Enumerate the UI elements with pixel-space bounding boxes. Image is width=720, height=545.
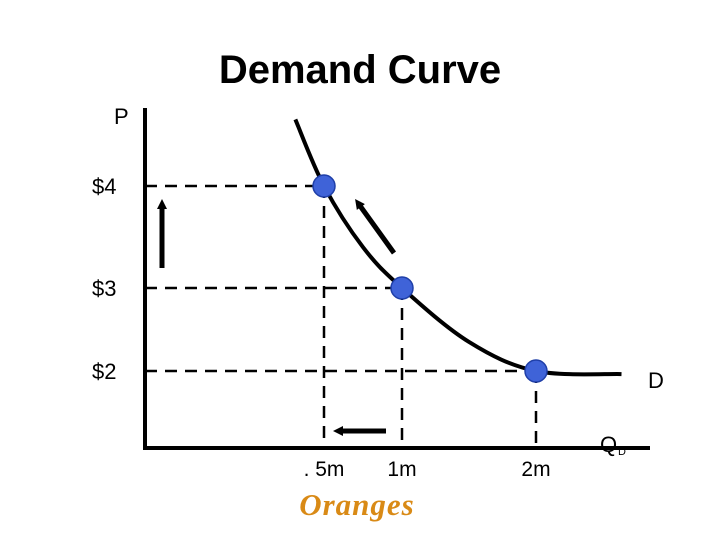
demand-curve-layer [293, 118, 622, 377]
y-tick-label-2: $2 [92, 359, 116, 384]
tick-labels: $4 $3 $2 . 5m 1m 2m [92, 174, 551, 481]
annotation-arrows [157, 198, 397, 436]
curve-label: D [648, 368, 664, 393]
data-points [312, 174, 548, 383]
chart-title: Demand Curve [219, 48, 501, 92]
x-tick-label-1: 1m [387, 458, 416, 481]
data-point-1 [390, 276, 414, 300]
x-axis-label-subscript: D [618, 446, 626, 458]
data-point-0 [312, 174, 336, 198]
dashed-guides [145, 184, 538, 448]
y-tick-label-0: $4 [92, 174, 116, 199]
data-point-2 [524, 359, 548, 383]
y-tick-label-1: $3 [92, 276, 116, 301]
demand-curve-line [293, 118, 622, 377]
x-tick-label-0: . 5m [304, 458, 345, 481]
x-tick-label-2: 2m [521, 458, 550, 481]
arrow-up-left [355, 198, 397, 255]
x-axis-label: Q [600, 432, 617, 457]
y-axis-label: P [114, 104, 129, 129]
unit-label: Oranges [299, 487, 415, 522]
axes [143, 108, 650, 450]
